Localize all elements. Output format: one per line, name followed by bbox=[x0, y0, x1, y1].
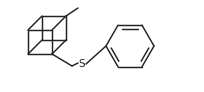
Text: S: S bbox=[78, 59, 85, 69]
